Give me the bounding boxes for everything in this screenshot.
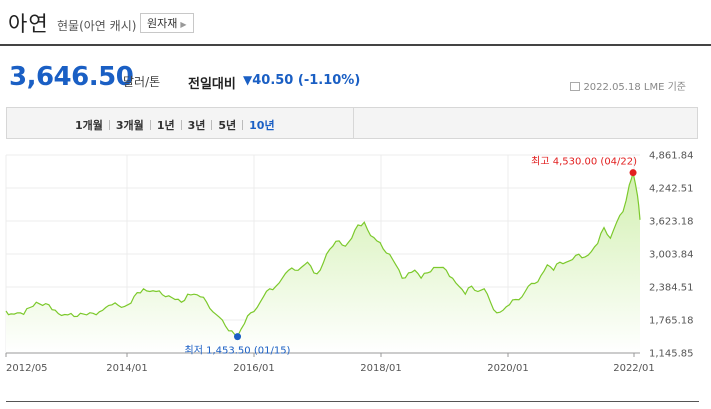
footer-divider bbox=[6, 401, 699, 402]
period-tab-bar: 1개월 3개월 1년 3년 5년 10년 bbox=[6, 107, 698, 139]
x-tick-label: 2020/01 bbox=[487, 363, 529, 374]
y-tick-label: 1,765.18 bbox=[649, 316, 694, 327]
x-tick-label: 2012/05 bbox=[6, 363, 48, 374]
price-area-fill bbox=[6, 172, 640, 353]
tab-bar-divider bbox=[353, 108, 354, 138]
y-axis-ticks: 4,861.84 4,242.51 3,623.18 3,003.84 2,384.51… bbox=[649, 151, 694, 360]
x-tick-label: 2014/01 bbox=[106, 363, 148, 374]
period-tabs: 1개월 3개월 1년 3년 5년 10년 bbox=[75, 117, 275, 133]
quote-source: 2022.05.18 LME 기준 bbox=[570, 78, 686, 93]
x-tick-label: 2016/01 bbox=[233, 363, 275, 374]
tab-separator bbox=[108, 120, 110, 130]
change-label: 전일대비 bbox=[188, 77, 236, 92]
change-value: ▼40.50 (-1.10%) bbox=[243, 73, 360, 88]
category-tag-button[interactable]: 원자재 ▶ bbox=[140, 13, 194, 33]
y-tick-label: 4,242.51 bbox=[649, 184, 694, 195]
price-line bbox=[5, 172, 641, 338]
min-point-label: 최저 1,453.50 (01/15) bbox=[185, 345, 291, 357]
current-price: 3,646.50 bbox=[9, 62, 134, 92]
x-axis-ticks: 2012/05 2014/01 2016/01 2018/01 2020/01 2022/… bbox=[5, 353, 655, 374]
change-amount: 40.50 (-1.10%) bbox=[252, 73, 361, 88]
tab-separator bbox=[180, 120, 182, 130]
page-subtitle: 현물(아연 캐시) bbox=[57, 19, 137, 33]
max-point-marker[interactable] bbox=[629, 169, 637, 177]
triangle-down-icon: ▼ bbox=[243, 73, 253, 87]
price-unit: 달러/톤 bbox=[123, 75, 161, 89]
y-tick-label: 2,384.51 bbox=[649, 283, 694, 294]
header-divider bbox=[0, 44, 711, 46]
y-tick-label: 3,623.18 bbox=[649, 217, 694, 228]
y-tick-label: 3,003.84 bbox=[649, 250, 694, 261]
category-tag-label: 원자재 bbox=[147, 17, 178, 30]
tab-5-years[interactable]: 5년 bbox=[218, 119, 237, 132]
tab-10-years[interactable]: 10년 bbox=[249, 119, 275, 132]
tab-3-years[interactable]: 3년 bbox=[187, 119, 206, 132]
x-tick-label: 2022/01 bbox=[613, 363, 655, 374]
tab-1-month[interactable]: 1개월 bbox=[75, 119, 103, 132]
quote-source-label: LME 기준 bbox=[643, 82, 686, 93]
tab-3-months[interactable]: 3개월 bbox=[115, 119, 144, 132]
min-point-marker[interactable] bbox=[234, 333, 242, 341]
price-chart: 2012/05 2014/01 2016/01 2018/01 2020/01 2022/… bbox=[5, 151, 694, 374]
tab-1-year[interactable]: 1년 bbox=[156, 119, 175, 132]
tab-separator bbox=[242, 120, 244, 130]
y-tick-label: 4,861.84 bbox=[649, 151, 694, 162]
quote-date: 2022.05.18 bbox=[583, 82, 641, 93]
tab-separator bbox=[149, 120, 151, 130]
chevron-right-icon: ▶ bbox=[180, 20, 187, 29]
tab-separator bbox=[211, 120, 213, 130]
max-point-label: 최고 4,530.00 (04/22) bbox=[531, 156, 637, 168]
y-tick-label: 1,145.85 bbox=[649, 349, 694, 360]
x-tick-label: 2018/01 bbox=[360, 363, 402, 374]
calendar-icon bbox=[570, 82, 581, 91]
page-title: 아연 bbox=[8, 12, 49, 36]
